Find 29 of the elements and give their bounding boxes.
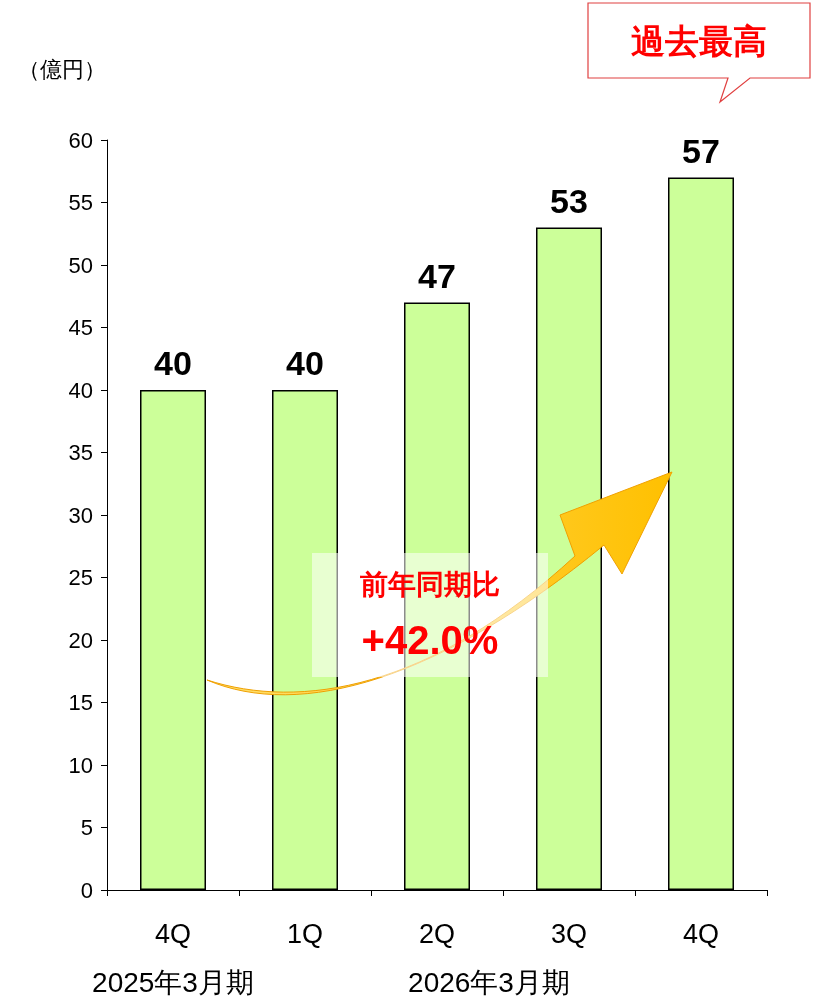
- annotation: +42.0%: [361, 617, 499, 663]
- data-label: 47: [418, 256, 456, 295]
- text: 過去最高: [631, 21, 767, 62]
- data-label: 40: [154, 344, 192, 382]
- y-tick-label: 10: [68, 752, 93, 778]
- text: 2025年3月期: [92, 966, 254, 1000]
- x-tick-label: 1Q: [286, 918, 324, 949]
- x-tick-label: 4Q: [154, 918, 192, 949]
- y-tick-label: 20: [68, 627, 93, 653]
- y-tick-label: 45: [68, 315, 93, 340]
- y-tick-label: 15: [68, 690, 93, 715]
- y-tick-label: 5: [80, 815, 93, 840]
- y-tick-label: 35: [68, 440, 93, 465]
- data-label: 53: [550, 181, 588, 220]
- y-tick-label: 50: [68, 252, 93, 278]
- y-tick-label: 55: [68, 190, 93, 215]
- x-tick-label: 2Q: [418, 918, 456, 949]
- data-label: 57: [682, 131, 720, 170]
- data-label: 40: [286, 344, 324, 382]
- text: 2026年3月期: [408, 966, 570, 1000]
- annotation: 前年同期比: [360, 568, 500, 602]
- y-tick-label: 0: [80, 877, 93, 903]
- x-tick-label: 3Q: [550, 918, 588, 949]
- y-tick-label: 60: [68, 127, 93, 153]
- y-tick-label: 25: [68, 565, 93, 590]
- y-tick-label: 30: [68, 502, 93, 528]
- y-tick-label: 40: [68, 377, 93, 403]
- x-tick-label: 4Q: [682, 918, 720, 949]
- y-axis-title: （億円）: [18, 56, 106, 84]
